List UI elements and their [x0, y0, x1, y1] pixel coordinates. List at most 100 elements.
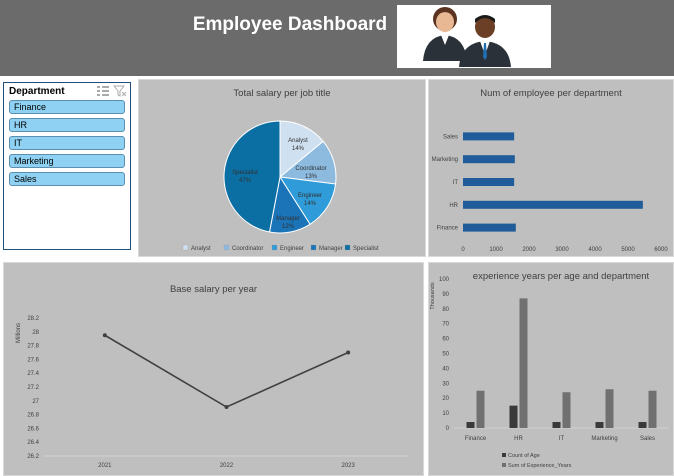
department-slicer: Department Finance HR IT Marketing Sales — [3, 82, 131, 250]
y-tick-label: 100 — [439, 277, 450, 283]
y-axis-title: Millions — [16, 323, 22, 343]
y-tick-label: 70 — [442, 322, 449, 328]
x-tick-label: 4000 — [588, 247, 602, 253]
x-tick-label: 0 — [461, 247, 465, 253]
pie-data-label: Engineer 14% — [298, 193, 322, 207]
legend-swatch — [271, 244, 278, 251]
column-chart-title: experience years per age and department — [472, 271, 650, 282]
x-tick-label: Marketing — [591, 436, 617, 442]
series-point — [346, 350, 351, 355]
legend-label: Manager — [319, 246, 343, 252]
slicer-item-it[interactable]: IT — [9, 136, 125, 150]
legend-swatch — [182, 244, 189, 251]
pie-chart: Analyst 14% Coordinator 13% Engineer 14% Manag… — [182, 120, 379, 252]
pie-data-label: Manager 12% — [276, 216, 300, 230]
pie-data-label: Analyst 14% — [288, 138, 308, 152]
y-tick-label: 0 — [446, 426, 450, 432]
legend-swatch — [223, 244, 230, 251]
y-tick-label: 30 — [442, 381, 449, 387]
line-chart-title: Base salary per year — [169, 284, 258, 295]
hbar — [463, 200, 643, 209]
legend-label: Coordinator — [232, 246, 263, 252]
dashboard-title: Employee Dashboard — [192, 14, 388, 35]
y-tick-label: 27.4 — [27, 371, 39, 377]
hbar-chart: 0 1000 2000 3000 4000 5000 6000 Finance HR IT Mark… — [432, 132, 668, 253]
hbar-chart-title: Num of employee per department — [480, 88, 622, 99]
y-tick-label: 26.4 — [27, 440, 39, 446]
employees-logo-image — [397, 5, 551, 68]
x-tick-label: 3000 — [555, 247, 569, 253]
column-chart: Thousands 0 10 20 30 40 50 60 70 80 90 100 Finance HR… — [430, 277, 669, 469]
slicer-item-hr[interactable]: HR — [9, 118, 125, 132]
slicer-item-sales[interactable]: Sales — [9, 172, 125, 186]
slicer-item-finance[interactable]: Finance — [9, 100, 125, 114]
y-tick-label: Marketing — [432, 157, 458, 163]
y-tick-label: 26.6 — [27, 426, 39, 432]
salary-pie-panel: Total salary per job title Analyst 14% Coo… — [138, 79, 426, 257]
x-tick-label: Sales — [640, 436, 655, 442]
y-tick-label: 40 — [442, 366, 449, 372]
legend-swatch — [344, 244, 351, 251]
x-tick-label: 2022 — [220, 463, 234, 469]
y-tick-label: 60 — [442, 337, 449, 343]
y-tick-label: 90 — [442, 292, 449, 298]
experience-panel: experience years per age and department … — [428, 262, 674, 476]
column-bar — [519, 298, 528, 428]
y-tick-label: Finance — [437, 226, 459, 232]
clear-filter-icon[interactable] — [113, 85, 127, 97]
y-tick-label: 27.6 — [27, 357, 39, 363]
pie-data-label: Coordinator 13% — [295, 166, 326, 180]
y-tick-label: 10 — [442, 411, 449, 417]
y-tick-label: 28 — [32, 330, 39, 336]
hbar — [463, 178, 515, 186]
column-bar — [595, 422, 604, 428]
series-line — [104, 334, 349, 408]
legend-swatch — [502, 453, 506, 457]
legend-label: Specialist — [353, 246, 379, 252]
y-tick-label: IT — [453, 180, 459, 186]
x-tick-label: 6000 — [654, 247, 668, 253]
legend-label: Count of Age — [508, 453, 540, 459]
base-salary-panel: Base salary per year Millions 26.2 26.4 26.… — [3, 262, 424, 476]
legend-label: Engineer — [280, 246, 304, 252]
y-tick-label: 80 — [442, 307, 449, 313]
legend-swatch — [310, 244, 317, 251]
y-tick-label: 27.8 — [27, 344, 39, 350]
column-bar — [562, 392, 571, 428]
column-bar — [552, 422, 561, 428]
hbar — [463, 223, 516, 232]
x-tick-label: 2021 — [98, 463, 112, 469]
y-tick-label: HR — [449, 203, 458, 209]
x-tick-label: 1000 — [489, 247, 503, 253]
multi-select-icon[interactable] — [96, 85, 110, 97]
slicer-title: Department — [9, 86, 65, 97]
y-tick-label: 26.2 — [27, 454, 39, 460]
column-bar — [509, 405, 518, 428]
series-point — [102, 333, 107, 338]
x-tick-label: IT — [559, 436, 565, 442]
legend-label: Analyst — [191, 246, 211, 252]
y-axis-title: Thousands — [430, 282, 436, 309]
y-tick-label: 27.2 — [27, 385, 39, 391]
dashboard-header: Employee Dashboard — [0, 0, 674, 76]
series-point — [224, 405, 229, 410]
column-bar — [476, 390, 485, 428]
column-bar — [605, 389, 614, 428]
employee-count-panel: Num of employee per department 0 1000 2000… — [428, 79, 674, 257]
line-chart: Millions 26.2 26.4 26.6 26.8 27 27.2 27.4 27.6 27… — [16, 316, 409, 469]
y-tick-label: Sales — [443, 134, 458, 140]
slicer-item-marketing[interactable]: Marketing — [9, 154, 125, 168]
x-tick-label: 2000 — [522, 247, 536, 253]
column-bar — [648, 390, 657, 428]
y-tick-label: 26.8 — [27, 413, 39, 419]
legend-swatch — [502, 463, 506, 467]
y-tick-label: 28.2 — [27, 316, 39, 322]
y-tick-label: 20 — [442, 396, 449, 402]
hbar — [463, 132, 515, 141]
employees-illustration-icon — [423, 7, 511, 67]
x-tick-label: 2023 — [341, 463, 355, 469]
x-tick-label: Finance — [465, 436, 487, 442]
x-tick-label: HR — [514, 436, 523, 442]
y-tick-label: 27 — [32, 399, 39, 405]
column-bar — [638, 422, 647, 428]
